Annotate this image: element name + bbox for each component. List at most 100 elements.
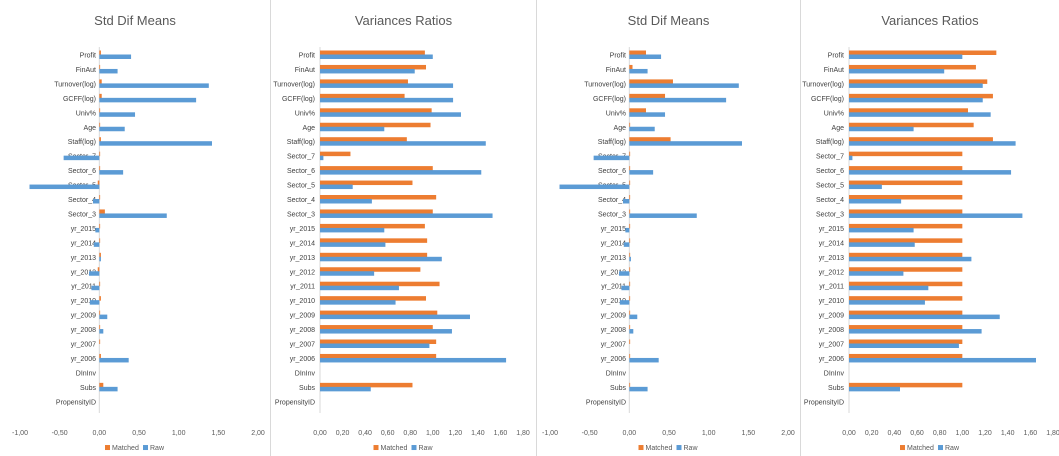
category-label: Subs: [828, 385, 844, 392]
bar-matched: [629, 50, 646, 55]
bar-raw: [29, 184, 100, 190]
x-tick-label: 1,80: [1046, 430, 1059, 437]
bar-raw: [99, 83, 209, 88]
bar-matched: [849, 108, 968, 113]
category-label: Age: [614, 125, 627, 132]
category-label: yr_2011: [71, 284, 96, 291]
bar-matched: [99, 64, 101, 70]
bar-matched: [99, 281, 101, 287]
x-tick-label: 1,00: [956, 430, 970, 437]
bar-raw: [849, 213, 1023, 218]
x-tick-label: 1,00: [172, 430, 186, 437]
bar-raw: [99, 213, 167, 218]
bar-raw: [629, 126, 655, 132]
x-tick-label: 2,00: [781, 430, 795, 437]
x-tick-label: 0,20: [336, 430, 350, 437]
category-label: yr_2011: [290, 284, 315, 291]
bar-matched: [99, 50, 101, 55]
bar-matched: [320, 64, 427, 70]
category-label: Turnover(log): [54, 81, 96, 88]
category-label: Staff(log): [598, 139, 626, 146]
legend-label-raw: Raw: [945, 445, 960, 452]
bar-raw: [99, 68, 118, 74]
legend-label-matched: Matched: [646, 445, 673, 452]
category-label: Sector_3: [598, 211, 626, 218]
category-label: Subs: [610, 385, 626, 392]
x-tick-label: 1,20: [978, 430, 992, 437]
bar-raw: [99, 329, 104, 334]
legend-swatch-raw: [411, 445, 417, 451]
bar-matched: [629, 79, 673, 84]
category-label: GCFF(log): [282, 96, 315, 103]
category-label: yr_2012: [601, 269, 626, 276]
category-label: Sector_6: [287, 168, 315, 175]
category-label: Profit: [299, 53, 315, 60]
chart-svg-3: Std Dif Means Profit FinAut Turnover(log) GC…: [542, 13, 795, 452]
bar-raw: [99, 141, 212, 146]
bar-raw: [63, 155, 100, 161]
bar-matched: [629, 195, 631, 200]
category-label: yr_2012: [71, 269, 96, 276]
bar-matched: [849, 79, 988, 84]
category-label: yr_2011: [601, 284, 626, 291]
bar-raw: [849, 97, 983, 103]
category-label: yr_2008: [601, 327, 626, 334]
bar-raw: [849, 199, 902, 204]
x-tick-label: 1,60: [494, 430, 508, 437]
bar-raw: [99, 314, 108, 320]
bar-matched: [629, 267, 631, 272]
bar-raw: [320, 271, 375, 276]
bar-raw: [849, 112, 991, 117]
chart-panel-2: Variances Ratios Profit FinAut Turnover(log…: [271, 0, 537, 456]
bar-matched: [849, 122, 974, 128]
x-tick-label: 0,00: [842, 430, 856, 437]
category-label: yr_2008: [819, 327, 844, 334]
category-label: Sector_3: [816, 211, 844, 218]
bar-raw: [849, 68, 945, 74]
bar-matched: [849, 238, 963, 243]
bar-raw: [625, 227, 630, 233]
bar-matched: [629, 209, 631, 214]
bar-raw: [559, 184, 630, 190]
category-label: Sector_7: [816, 154, 844, 161]
category-label: GCFF(log): [593, 96, 626, 103]
category-label: Univ%: [824, 110, 844, 117]
bar-raw: [849, 170, 1012, 175]
category-label: yr_2012: [819, 269, 844, 276]
bar-raw: [320, 242, 386, 247]
bar-raw: [621, 285, 630, 291]
bar-matched: [849, 325, 963, 330]
category-label: yr_2013: [290, 255, 315, 262]
category-label: yr_2010: [819, 298, 844, 305]
bar-matched: [97, 180, 100, 186]
category-label: PropensityID: [275, 399, 315, 406]
chart-svg-4: Variances Ratios Profit FinAut Turnover(log…: [802, 13, 1059, 452]
x-tick-label: 0,40: [358, 430, 372, 437]
category-label: Staff(log): [287, 139, 315, 146]
legend-swatch-raw: [938, 445, 943, 451]
bar-matched: [99, 108, 101, 113]
x-tick-label: 0,00: [623, 430, 637, 437]
bar-raw: [629, 213, 697, 218]
category-label: FinAut: [76, 67, 96, 74]
x-tick-label: 1,50: [742, 430, 756, 437]
bar-raw: [623, 242, 630, 247]
category-label: yr_2009: [601, 313, 626, 320]
category-label: Turnover(log): [584, 81, 626, 88]
category-label: yr_2014: [71, 240, 96, 247]
bar-matched: [849, 166, 963, 171]
bar-raw: [619, 300, 630, 305]
category-label: yr_2007: [601, 342, 626, 349]
category-label: Sector_6: [598, 168, 626, 175]
category-label: yr_2015: [71, 226, 96, 233]
category-label: yr_2015: [290, 226, 315, 233]
category-label: Sector_7: [287, 154, 315, 161]
bar-matched: [849, 339, 963, 344]
bar-matched: [629, 93, 666, 99]
chart-panel-3: Std Dif Means Profit FinAut Turnover(log) GC…: [537, 0, 801, 456]
category-label: Univ%: [76, 110, 96, 117]
bar-matched: [320, 382, 413, 388]
bar-matched: [629, 310, 631, 316]
bar-raw: [320, 112, 461, 117]
bar-matched: [320, 296, 427, 301]
